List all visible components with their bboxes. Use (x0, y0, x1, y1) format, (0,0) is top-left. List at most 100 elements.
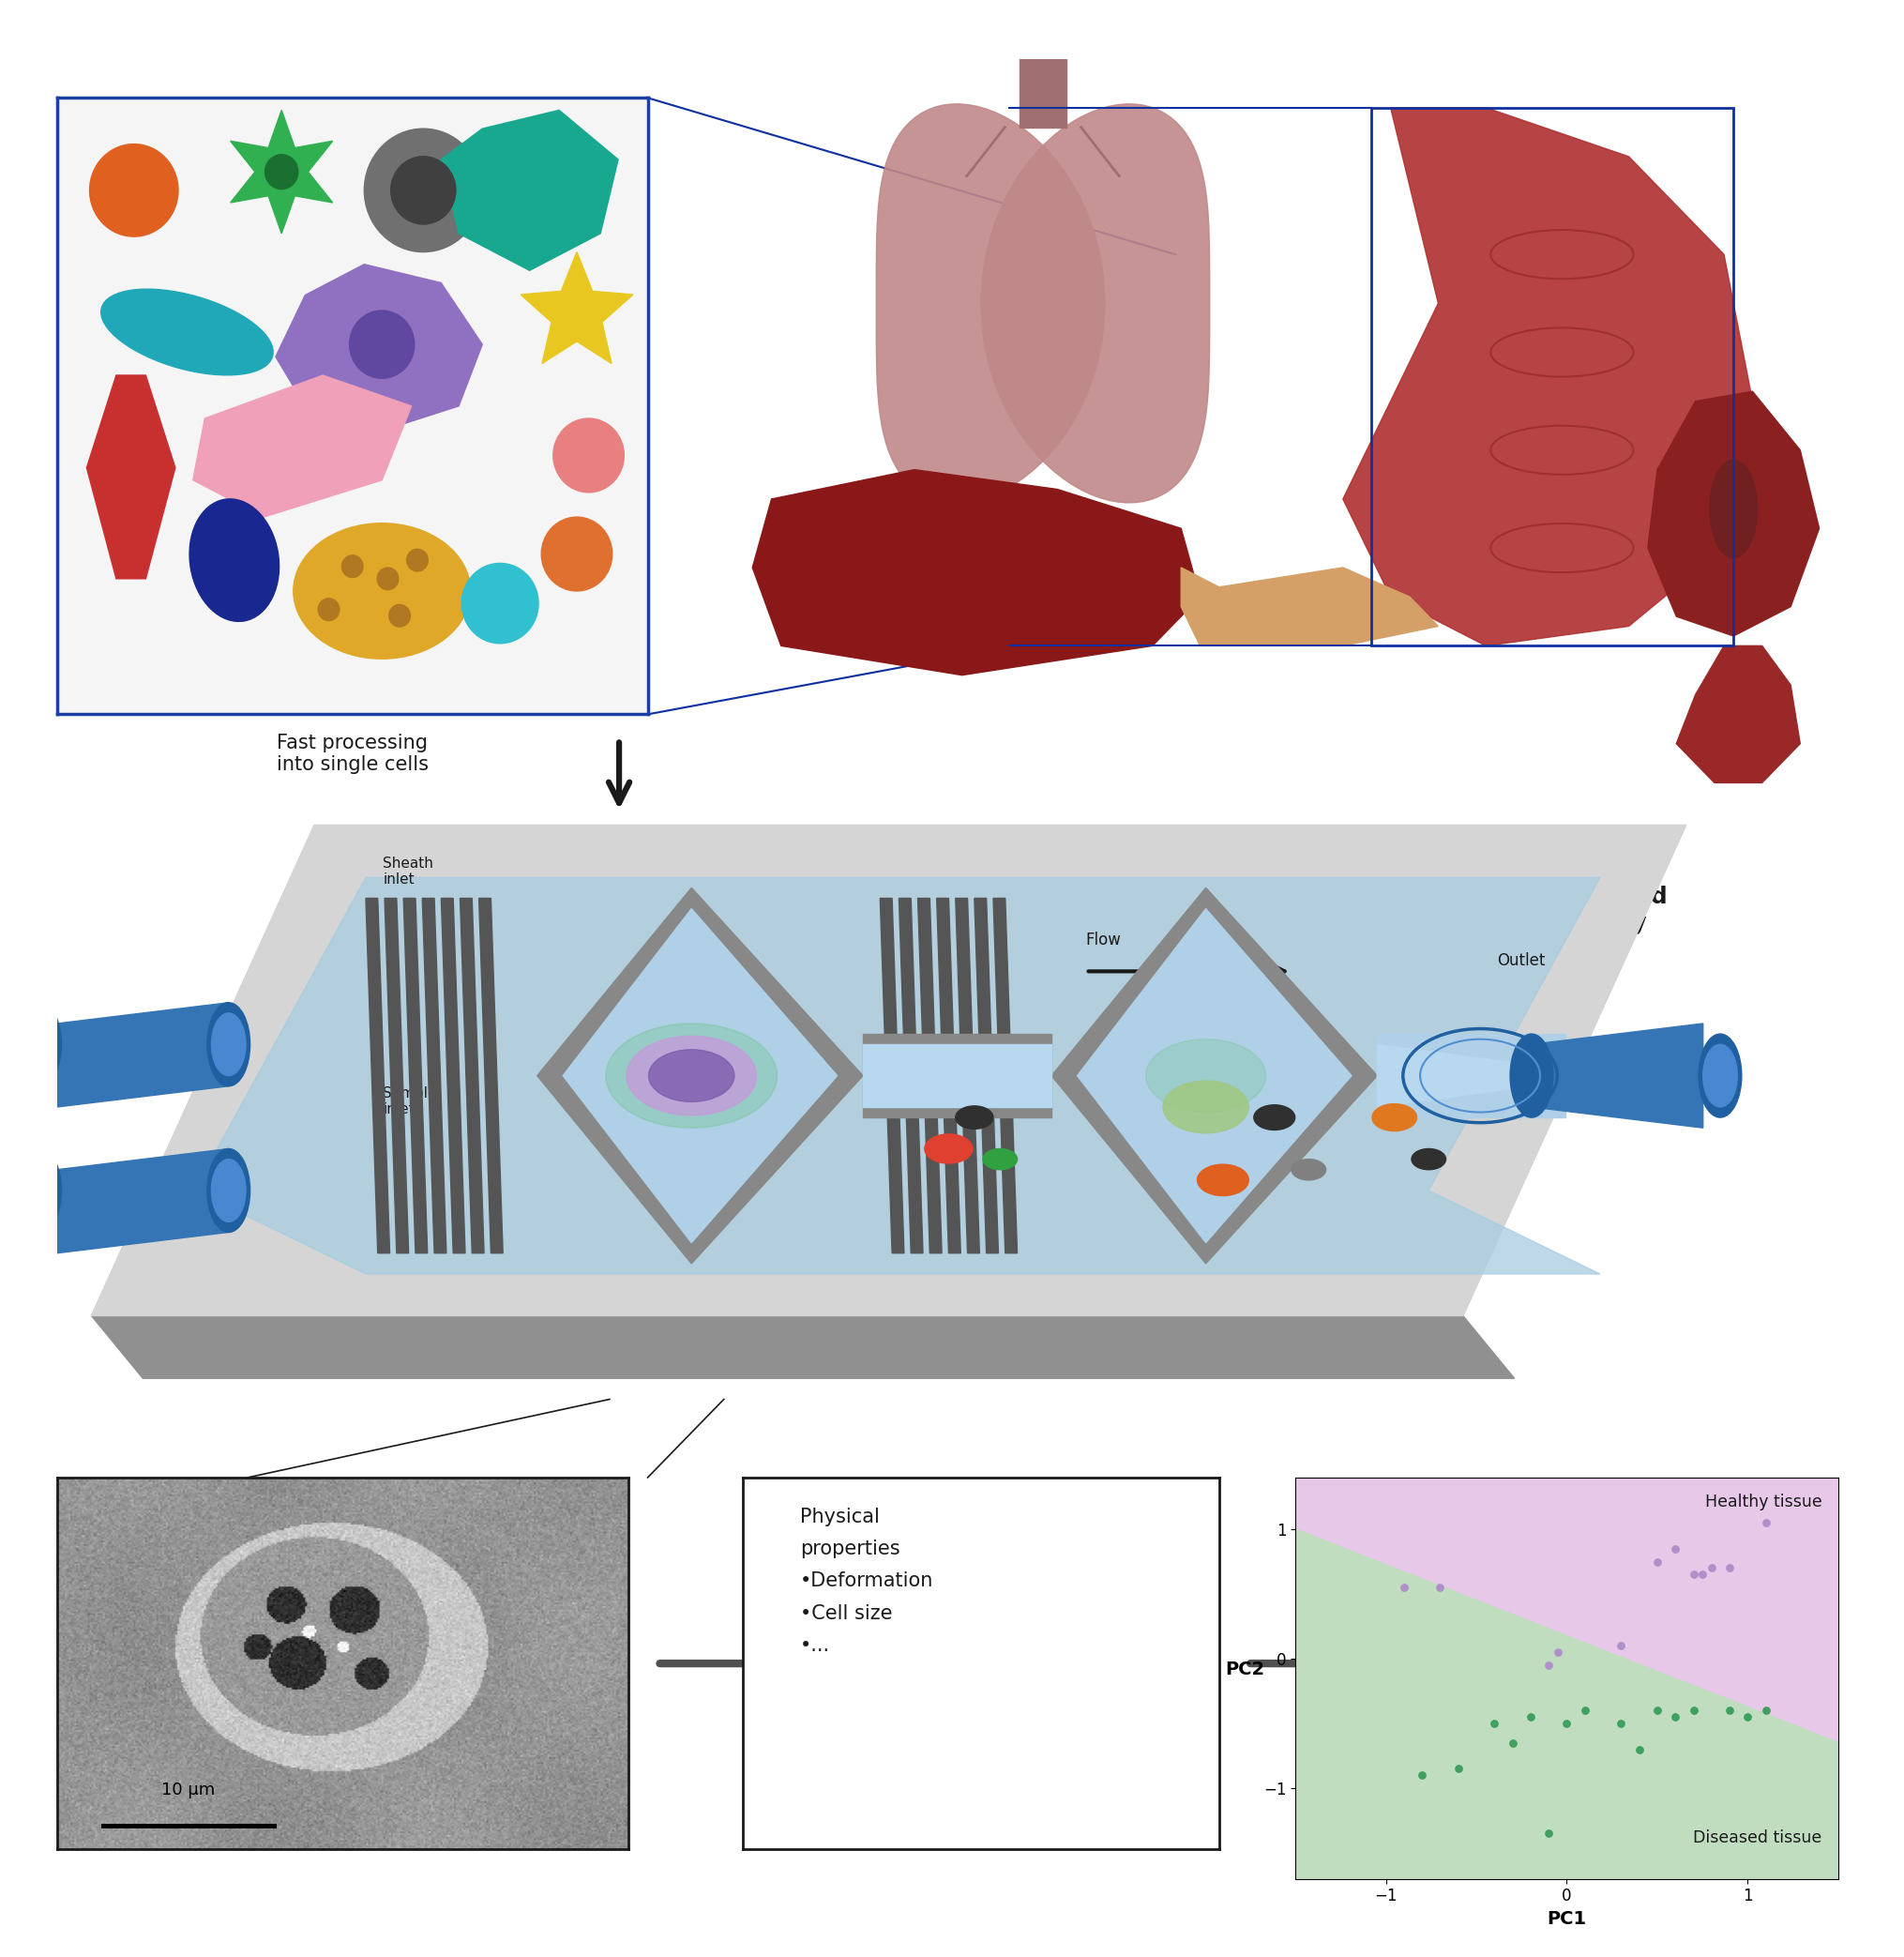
Point (1516, 1701, 1546, 1732)
Polygon shape (385, 898, 407, 1252)
Text: Flow: Flow (1085, 932, 1121, 949)
Y-axis label: PC2: PC2 (1224, 1660, 1264, 1679)
Ellipse shape (188, 499, 280, 622)
Text: Healthy tissue: Healthy tissue (1704, 1493, 1820, 1511)
Polygon shape (461, 898, 484, 1252)
Circle shape (377, 568, 398, 589)
Circle shape (541, 517, 611, 591)
Polygon shape (520, 252, 632, 364)
Polygon shape (1647, 391, 1818, 636)
Point (1733, 1701, 1763, 1732)
Circle shape (982, 1149, 1017, 1170)
Polygon shape (956, 898, 979, 1252)
Polygon shape (1180, 568, 1438, 646)
Point (1542, 1636, 1573, 1667)
Ellipse shape (1510, 1033, 1552, 1117)
Text: Diseased tissue: Diseased tissue (1693, 1830, 1820, 1847)
Point (1533, 1818, 1563, 1849)
Ellipse shape (1698, 1033, 1740, 1117)
Ellipse shape (1708, 460, 1755, 558)
Circle shape (1161, 1080, 1249, 1133)
Text: Sample
inlet: Sample inlet (383, 1086, 436, 1117)
Circle shape (1146, 1039, 1266, 1112)
Ellipse shape (19, 1002, 61, 1086)
Circle shape (1198, 1164, 1249, 1196)
Circle shape (552, 419, 625, 493)
Point (1405, 1759, 1438, 1791)
Text: Sheath
inlet: Sheath inlet (383, 857, 434, 887)
Polygon shape (230, 110, 333, 233)
Point (1714, 1695, 1744, 1726)
Bar (1371, 108, 1733, 646)
Polygon shape (194, 877, 1599, 1274)
Text: Real-time fluorescence and
deformability cytometry: Real-time fluorescence and deformability… (1304, 887, 1666, 933)
Circle shape (1411, 1149, 1445, 1170)
Polygon shape (91, 826, 1685, 1315)
Point (1605, 1708, 1636, 1740)
Point (1677, 1560, 1708, 1591)
Bar (1019, 59, 1066, 127)
Polygon shape (478, 898, 503, 1252)
Point (1750, 1695, 1780, 1726)
Polygon shape (1342, 108, 1752, 646)
Point (1677, 1695, 1708, 1726)
Polygon shape (366, 898, 390, 1252)
Circle shape (605, 1024, 777, 1127)
Point (1750, 1507, 1780, 1538)
Polygon shape (192, 376, 411, 517)
Point (1497, 1728, 1527, 1759)
Circle shape (1253, 1106, 1295, 1129)
Point (1660, 1701, 1691, 1732)
Polygon shape (91, 1315, 1514, 1378)
Circle shape (956, 1106, 992, 1129)
Point (1533, 1650, 1563, 1681)
Polygon shape (442, 898, 465, 1252)
Polygon shape (276, 264, 482, 431)
Circle shape (407, 550, 428, 571)
Point (1622, 1734, 1653, 1765)
Circle shape (923, 1135, 973, 1162)
Polygon shape (1078, 908, 1352, 1243)
Polygon shape (937, 898, 960, 1252)
Polygon shape (57, 1149, 228, 1252)
Polygon shape (537, 888, 863, 1264)
Circle shape (364, 129, 482, 252)
Point (1424, 1571, 1455, 1603)
Circle shape (318, 599, 339, 620)
Polygon shape (423, 898, 446, 1252)
Ellipse shape (293, 523, 470, 660)
Point (1388, 1571, 1418, 1603)
Polygon shape (975, 898, 998, 1252)
Polygon shape (442, 110, 617, 270)
Circle shape (461, 564, 539, 644)
Point (1696, 1552, 1727, 1583)
Polygon shape (1377, 1033, 1565, 1117)
Point (1550, 1708, 1580, 1740)
Point (1641, 1546, 1672, 1577)
Ellipse shape (211, 1014, 246, 1076)
Circle shape (1371, 1104, 1417, 1131)
Point (1605, 1630, 1636, 1661)
Circle shape (265, 155, 297, 190)
Polygon shape (1051, 888, 1377, 1264)
Polygon shape (404, 898, 426, 1252)
Ellipse shape (19, 1149, 61, 1233)
Ellipse shape (208, 1002, 249, 1086)
Text: Fast processing
into single cells: Fast processing into single cells (276, 734, 428, 775)
Circle shape (341, 556, 364, 577)
Polygon shape (981, 104, 1209, 503)
Circle shape (390, 157, 455, 225)
Polygon shape (880, 898, 904, 1252)
Point (1641, 1695, 1672, 1726)
Ellipse shape (101, 290, 272, 376)
Text: Tissue biopsy: Tissue biopsy (1238, 832, 1371, 851)
Polygon shape (863, 1045, 1051, 1108)
X-axis label: PC1: PC1 (1546, 1910, 1586, 1928)
Point (1569, 1695, 1599, 1726)
Circle shape (626, 1035, 756, 1115)
Polygon shape (899, 898, 923, 1252)
Polygon shape (863, 1033, 1051, 1117)
Polygon shape (1676, 646, 1799, 783)
Point (1479, 1708, 1510, 1740)
Polygon shape (752, 470, 1200, 675)
